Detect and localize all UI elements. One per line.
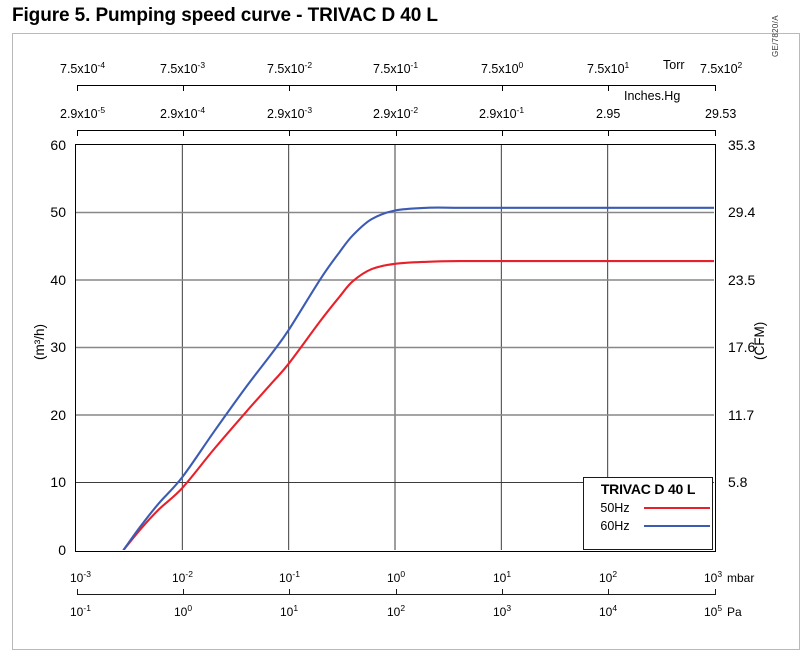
torr-scale-tick-label: 7.5x101 (587, 59, 630, 76)
legend-swatch-60hz (644, 524, 710, 528)
mbar-scale-tick-label: 101 (493, 569, 512, 585)
series-line-60hz (122, 206, 714, 550)
pa-scale-unit-label: Pa (727, 605, 742, 619)
inhg-scale-tick (608, 130, 609, 136)
pa-scale-tick-label: 104 (599, 603, 618, 619)
page-title: Figure 5. Pumping speed curve - TRIVAC D… (12, 5, 438, 26)
torr-scale-tick-label: 7.5x10-3 (160, 59, 206, 76)
y-axis-right-tick: 11.7 (728, 406, 755, 423)
torr-scale-axis-line (76, 85, 715, 86)
torr-scale-tick (715, 85, 716, 91)
legend-label-60hz: 60Hz (600, 519, 630, 533)
y-axis-right-tick: 17.6 (728, 339, 756, 355)
torr-scale-tick (608, 85, 609, 91)
torr-scale-tick-label: 7.5x100 (481, 59, 524, 76)
legend-item-60hz: 60Hz (584, 519, 712, 533)
pa-scale-tick-label: 105 (704, 603, 723, 619)
torr-scale-tick (289, 85, 290, 91)
mbar-scale-axis-line (76, 594, 715, 595)
inhg-scale-tick (77, 130, 78, 136)
torr-scale-tick-label: 7.5x10-1 (373, 59, 419, 76)
torr-scale-tick (183, 85, 184, 91)
pa-scale-tick-label: 102 (387, 603, 406, 619)
y-axis-left-tick: 60 (50, 136, 66, 153)
mbar-scale-tick (77, 589, 78, 595)
y-axis-left-tick: 10 (50, 474, 66, 490)
inhg-scale-tick-label: 2.9x10-3 (267, 104, 313, 121)
document-code: GE/7820/A (771, 15, 780, 57)
mbar-scale-tick-label: 100 (387, 569, 406, 585)
mbar-scale-tick (183, 589, 184, 595)
mbar-scale-tick-label: 102 (599, 569, 618, 585)
legend-label-50hz: 50Hz (600, 501, 630, 515)
mbar-scale-unit-label: mbar (727, 571, 755, 585)
torr-scale-tick (77, 85, 78, 91)
y-axis-right-tick: 35.3 (728, 136, 756, 153)
inhg-scale-tick (715, 130, 716, 136)
inhg-scale-tick-label: 29.53 (705, 107, 737, 121)
series-line-50hz (122, 260, 714, 550)
torr-scale-tick (502, 85, 503, 91)
mbar-scale-tick-label: 103 (704, 569, 723, 585)
mbar-scale-tick (289, 589, 290, 595)
legend-swatch-50hz (644, 506, 710, 510)
torr-scale-unit-label: Torr (663, 58, 685, 72)
mbar-scale-tick-label: 10-2 (172, 569, 193, 585)
y-axis-left-tick: 30 (50, 339, 66, 355)
inhg-scale-tick (289, 130, 290, 136)
mbar-scale-tick-label: 10-1 (279, 569, 300, 585)
y-axis-left-tick: 50 (50, 204, 66, 220)
pa-scale-tick-label: 101 (280, 603, 299, 619)
torr-scale-tick (396, 85, 397, 91)
y-axis-left-title: (m³/h) (32, 324, 47, 360)
mbar-scale-tick-label: 10-3 (70, 569, 91, 585)
torr-scale-tick-label: 7.5x10-2 (267, 59, 313, 76)
inhg-scale-tick (183, 130, 184, 136)
inhg-scale-tick-label: 2.9x10-5 (60, 104, 106, 121)
chart-legend: TRIVAC D 40 L 50Hz 60Hz (583, 477, 713, 550)
legend-title: TRIVAC D 40 L (600, 481, 696, 497)
torr-scale-tick-label: 7.5x10-4 (60, 59, 106, 76)
mbar-scale-tick (608, 589, 609, 595)
inhg-scale-tick (502, 130, 503, 136)
pa-scale-tick-label: 103 (493, 603, 512, 619)
inhg-scale-tick-label: 2.9x10-4 (160, 104, 206, 121)
legend-item-50hz: 50Hz (584, 501, 712, 515)
inhg-scale-tick (396, 130, 397, 136)
inhg-scale-tick-label: 2.9x10-2 (373, 104, 419, 121)
inhg-scale-tick-label: 2.9x10-1 (479, 104, 525, 121)
inhg-scale-unit-label: Inches.Hg (624, 89, 681, 103)
mbar-scale-tick (715, 589, 716, 595)
y-axis-left-tick: 20 (50, 406, 66, 423)
y-axis-right-tick: 5.8 (728, 474, 748, 490)
y-axis-right-tick: 23.5 (728, 271, 756, 288)
pa-scale-tick-label: 100 (174, 603, 193, 619)
y-axis-right-title: (CFM) (752, 321, 767, 360)
mbar-scale-tick (396, 589, 397, 595)
series-lines (122, 206, 714, 550)
y-axis-left-tick: 40 (50, 271, 66, 288)
inhg-scale-axis-line (76, 130, 715, 131)
y-axis-left-tick: 0 (58, 541, 66, 558)
inhg-scale-tick-label: 2.95 (596, 107, 621, 121)
mbar-scale-tick (502, 589, 503, 595)
pa-scale-tick-label: 10-1 (70, 603, 91, 619)
y-axis-right-tick: 29.4 (728, 204, 756, 220)
torr-scale-tick-label: 7.5x102 (700, 59, 743, 76)
